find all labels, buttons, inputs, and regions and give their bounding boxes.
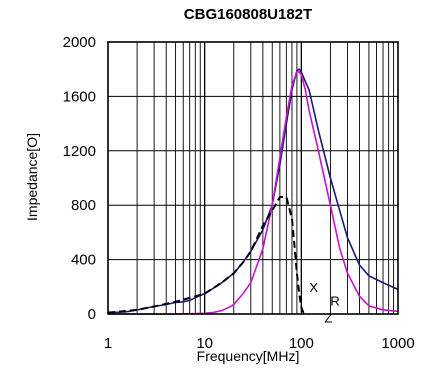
y-tick-label: 1600	[63, 88, 96, 105]
tick-labels: 1 10 100 1000 0 400 800 1200 1600 2000	[63, 34, 415, 352]
series-r-line	[108, 71, 399, 315]
series-labels: ZRX	[309, 280, 339, 325]
x-tick-label: 10	[196, 335, 213, 352]
x-axis-label: Frequency[MHz]	[197, 348, 300, 364]
series-x-label: X	[309, 280, 318, 295]
x-tick-label: 100	[289, 335, 314, 352]
y-tick-label: 1200	[63, 143, 96, 160]
series-r-label: R	[330, 294, 339, 309]
y-tick-label: 0	[88, 306, 96, 323]
x-tick-label: 1000	[381, 335, 414, 352]
chart-title: CBG160808U182T	[184, 6, 312, 23]
y-tick-label: 2000	[63, 34, 96, 51]
series-z-label: Z	[324, 310, 332, 325]
series-group	[107, 68, 399, 315]
y-axis-label: Impedance[O]	[24, 133, 40, 221]
series-x-line	[107, 196, 306, 315]
y-tick-label: 800	[71, 197, 96, 214]
y-tick-label: 400	[71, 252, 96, 269]
plot-frame	[107, 41, 399, 315]
x-tick-label: 1	[104, 335, 112, 352]
plot-grid	[108, 42, 398, 314]
